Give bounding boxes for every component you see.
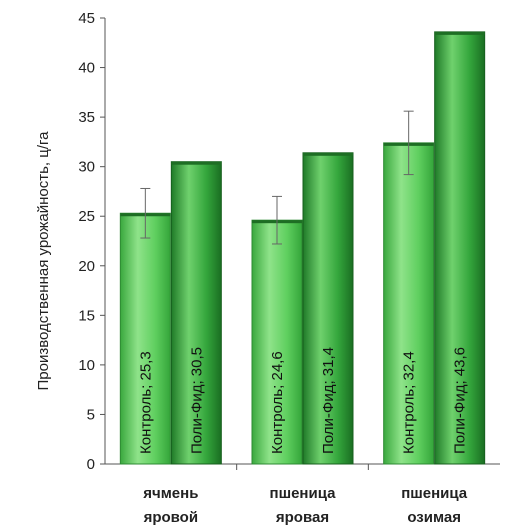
bar [251,219,303,465]
data-label: Поли-Фид; 31,4 [320,347,337,454]
bar [434,31,486,465]
data-label: Контроль; 25,3 [137,351,154,454]
bar [383,142,435,465]
y-tick-label: 40 [78,60,95,77]
bar-top-edge [303,152,353,156]
y-tick-label: 20 [78,258,95,275]
y-tick-label: 45 [78,10,95,27]
y-tick-label: 35 [78,109,95,126]
bar-top-edge [171,161,222,165]
labels: Контроль; 25,3 Поли-Фид; 30,5 ячмень яровой… [137,347,468,526]
bar-top-edge [434,31,485,35]
y-tick-label: 15 [78,307,95,324]
y-axis-label: Производственная урожайность, ц/га [35,131,52,391]
data-label: Контроль; 24,6 [269,351,286,454]
data-label: Поли-Фид; 30,5 [188,347,205,454]
data-label: Контроль; 32,4 [401,351,418,454]
y-axis-label-group: Производственная урожайность, ц/га [35,131,52,391]
y-tick-label: 0 [87,456,95,473]
axes: 0 5 10 15 20 25 30 35 40 45 [78,10,500,473]
bar [302,152,354,465]
data-label: Поли-Фид; 43,6 [452,347,469,454]
x-category-label: пшеница озимая [401,485,468,526]
y-tick-label: 25 [78,208,95,225]
bar [170,161,222,465]
x-category-label: пшеница яровая [270,485,337,526]
y-tick-label: 10 [78,357,95,374]
y-tick-label: 5 [87,406,95,423]
y-tick-label: 30 [78,159,95,176]
bar [119,212,171,465]
x-category-label: ячмень яровой [143,485,198,526]
bars [119,31,486,465]
